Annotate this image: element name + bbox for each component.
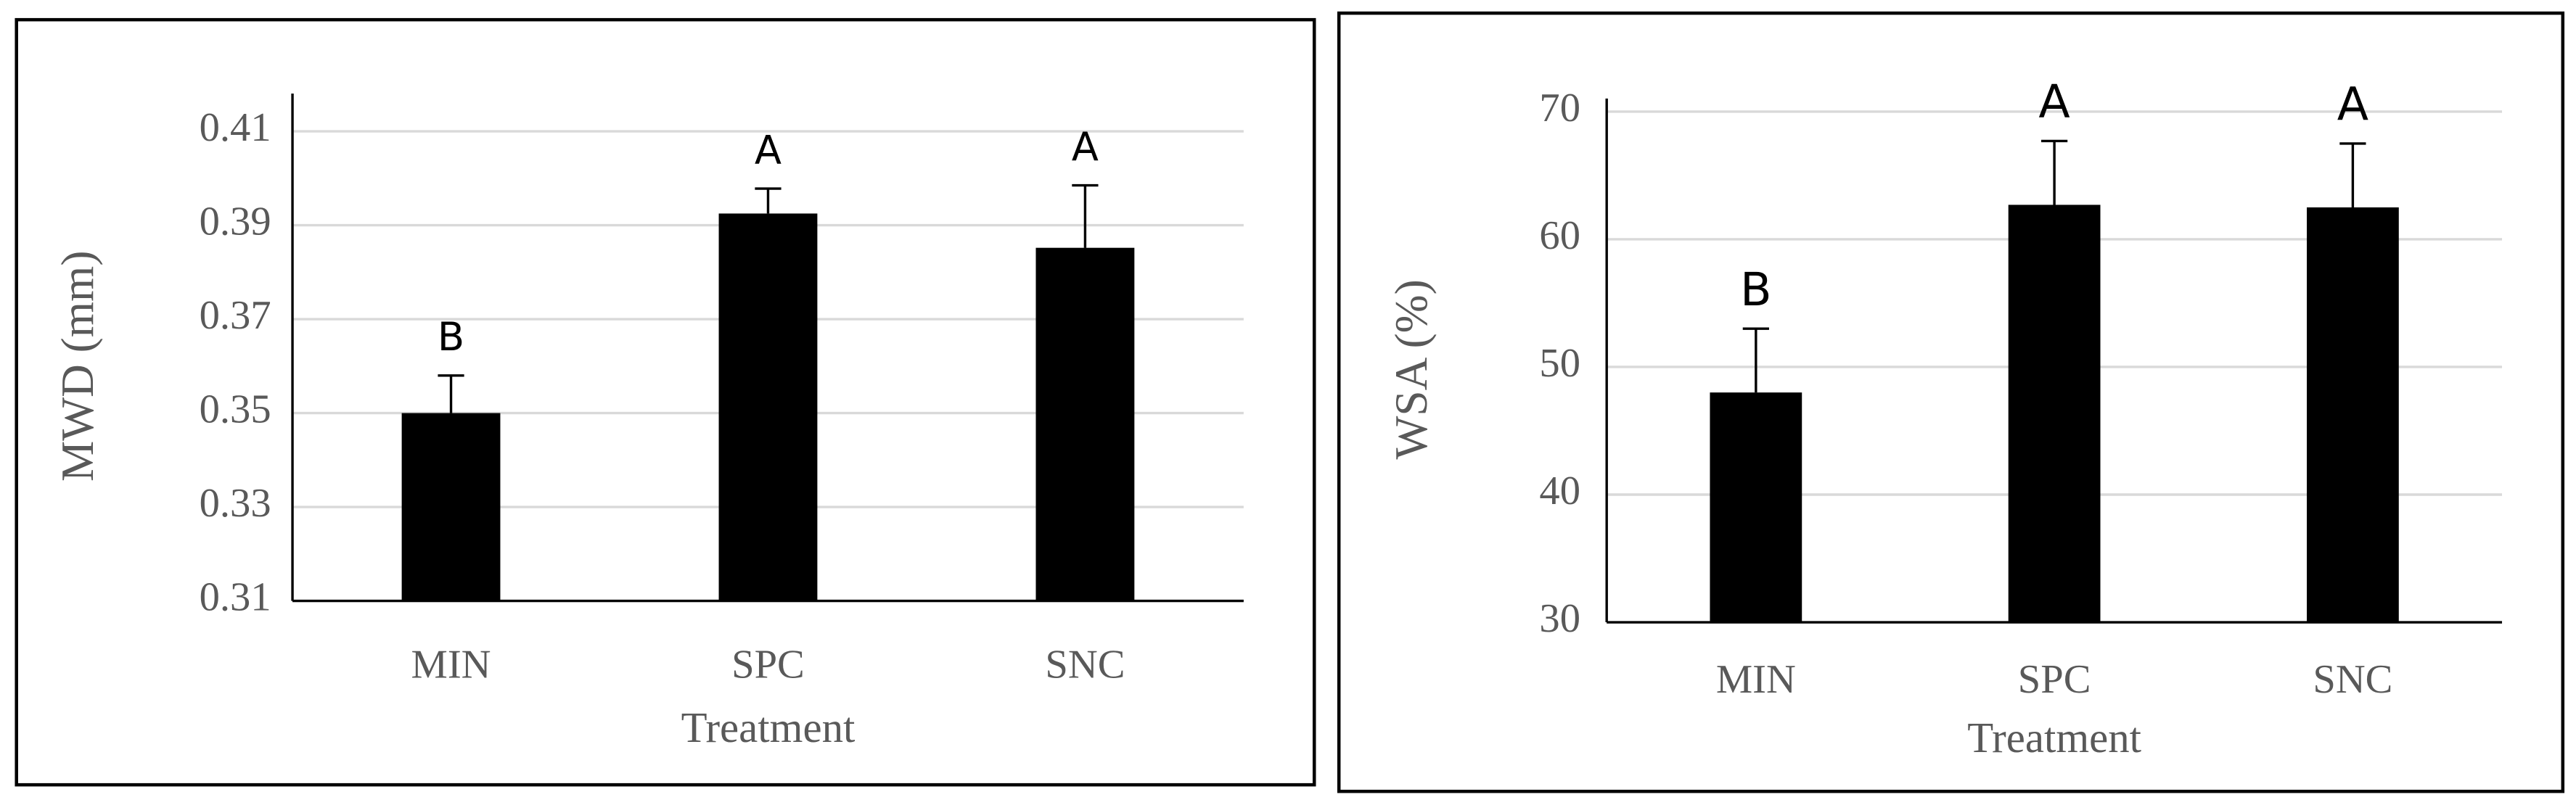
- bar: [401, 413, 501, 601]
- y-tick-label: 60: [1539, 213, 1580, 258]
- y-tick-label: 50: [1539, 341, 1580, 386]
- bar: [1035, 247, 1135, 601]
- y-axis-label: MWD (mm): [52, 251, 103, 482]
- y-tick-label: 0.39: [200, 199, 271, 244]
- y-tick-label: 0.37: [200, 293, 271, 338]
- x-tick-label: MIN: [1716, 657, 1796, 702]
- bar: [1710, 392, 1802, 623]
- y-tick-label: 70: [1539, 86, 1580, 131]
- y-tick-label: 0.33: [200, 481, 271, 526]
- x-tick-label: SPC: [731, 642, 805, 687]
- panel-frame: [15, 17, 1316, 787]
- error-bar: [438, 374, 464, 413]
- error-bar: [2041, 139, 2068, 205]
- error-bar: [1742, 327, 1769, 393]
- x-axis-label: Treatment: [1967, 714, 2141, 761]
- significance-label: A: [755, 127, 782, 173]
- significance-label: A: [1072, 124, 1099, 170]
- x-axis-label: Treatment: [681, 704, 856, 751]
- y-tick-label: 0.31: [200, 575, 271, 620]
- error-bar: [2339, 142, 2366, 207]
- y-tick-label: 0.41: [200, 105, 271, 150]
- x-tick-label: SNC: [1045, 642, 1125, 687]
- x-tick-label: SNC: [2313, 657, 2392, 702]
- bar: [2008, 205, 2101, 623]
- significance-label: B: [1740, 263, 1771, 316]
- x-tick-label: SPC: [2018, 657, 2091, 702]
- error-bar: [1072, 183, 1099, 248]
- bar: [2307, 207, 2399, 623]
- significance-label: B: [438, 314, 464, 360]
- error-bar: [755, 187, 782, 214]
- bar: [718, 213, 818, 601]
- y-tick-label: 30: [1539, 596, 1580, 641]
- y-tick-label: 0.35: [200, 387, 271, 432]
- y-axis-label: WSA (%): [1386, 279, 1437, 459]
- significance-label: A: [2337, 78, 2368, 131]
- x-tick-label: MIN: [411, 642, 491, 687]
- significance-label: A: [2038, 75, 2070, 128]
- y-tick-label: 40: [1539, 468, 1580, 513]
- panel-frame: [1337, 11, 2565, 793]
